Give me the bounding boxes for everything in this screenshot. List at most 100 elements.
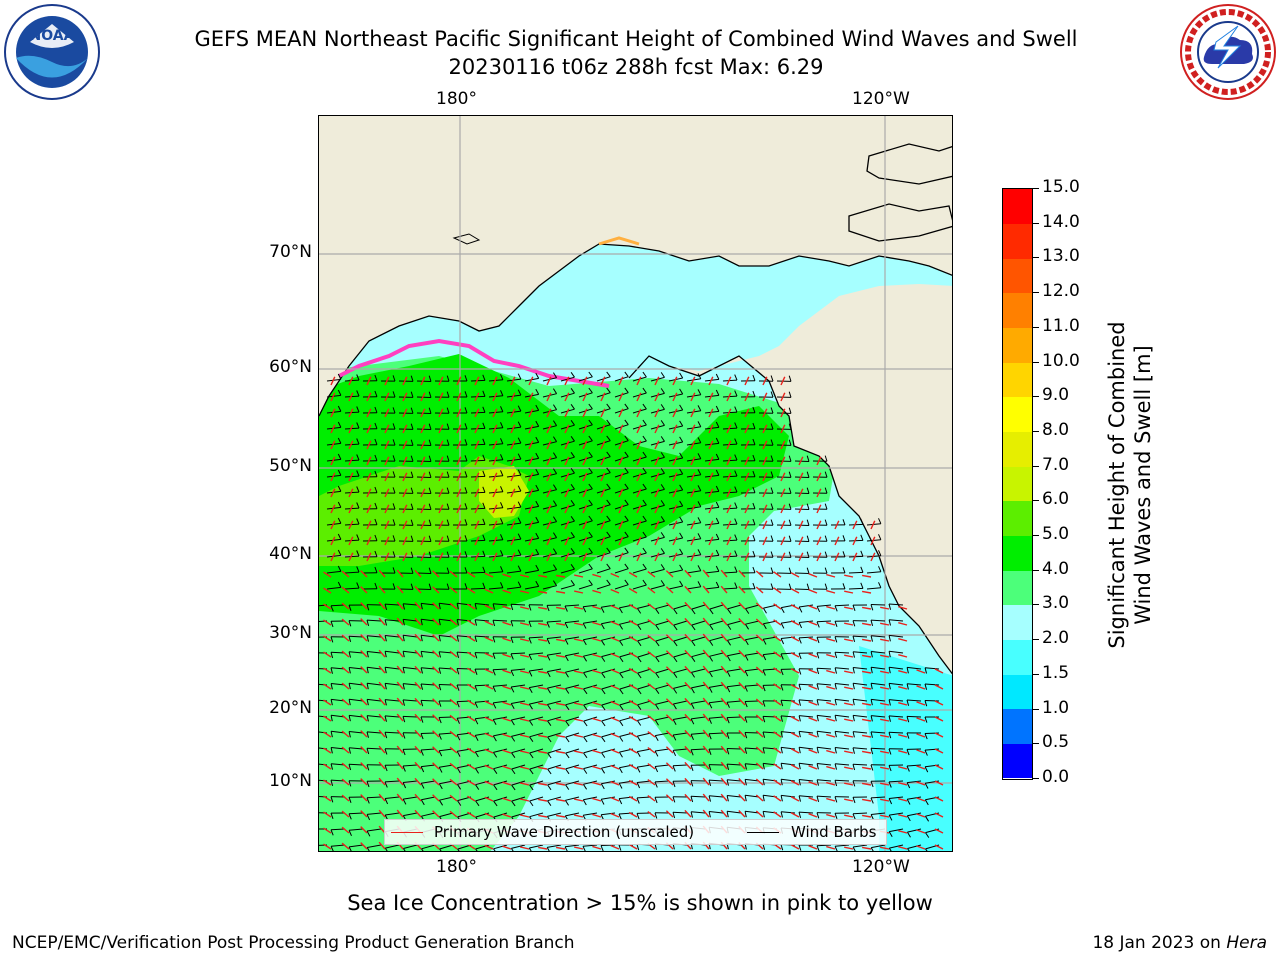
wind-barb xyxy=(349,844,364,848)
wind-barb xyxy=(421,650,436,654)
wave-direction-arrow xyxy=(528,536,534,546)
wind-barb-flag xyxy=(570,420,575,426)
wind-barb-flag xyxy=(672,750,677,757)
wave-direction-arrow xyxy=(510,552,516,562)
wave-direction-arrow xyxy=(665,762,674,770)
wave-direction-arrow xyxy=(647,699,656,706)
wind-barb-flag xyxy=(410,551,414,558)
wave-direction-arrow xyxy=(555,654,566,658)
wind-barb-flag xyxy=(762,607,767,614)
wind-barb-flag xyxy=(770,487,774,494)
colorbar-bin xyxy=(1003,258,1032,294)
wind-barb-flag xyxy=(806,455,810,462)
wind-barb-flag xyxy=(679,436,684,443)
wave-direction-arrow xyxy=(402,376,408,386)
wind-barb-flag xyxy=(510,848,514,851)
wind-barb-flag xyxy=(464,535,468,542)
wind-barb-flag xyxy=(697,453,702,459)
wind-barb-flag xyxy=(482,374,486,381)
wind-barb-flag xyxy=(679,484,684,491)
wind-barb-flag xyxy=(642,451,647,458)
wave-direction-arrow xyxy=(702,665,710,674)
wind-barb-flag xyxy=(529,752,534,759)
wave-direction-arrow xyxy=(628,795,638,802)
wind-barb-flag xyxy=(552,548,558,554)
wave-direction-arrow xyxy=(826,733,836,738)
wind-barb-flag xyxy=(788,503,792,510)
wind-barb-flag xyxy=(410,423,414,430)
wave-direction-arrow xyxy=(330,504,336,514)
wind-barb-flag xyxy=(510,604,514,611)
wind-barb-flag xyxy=(366,764,370,771)
wave-direction-arrow xyxy=(790,812,800,818)
wind-barb-flag xyxy=(642,467,647,474)
wind-barb xyxy=(344,523,360,526)
wind-barb-flag xyxy=(636,797,640,804)
wind-barb-flag xyxy=(500,470,504,476)
wave-direction-arrow xyxy=(618,424,624,434)
wave-direction-arrow xyxy=(456,520,462,530)
wave-direction-arrow xyxy=(341,698,350,706)
wave-direction-arrow xyxy=(844,622,854,626)
wave-direction-arrow xyxy=(432,618,440,626)
wind-barb xyxy=(542,585,557,590)
wind-barb-flag xyxy=(660,548,665,554)
wave-direction-arrow xyxy=(916,749,926,754)
wind-barb-flag xyxy=(780,669,784,676)
wave-direction-arrow xyxy=(610,604,620,610)
wave-direction-arrow xyxy=(844,798,854,802)
wave-direction-arrow xyxy=(898,766,908,770)
wind-barb-flag xyxy=(734,406,738,413)
wind-barb xyxy=(403,666,418,670)
wind-barb xyxy=(636,796,652,799)
wind-barb-flag xyxy=(552,468,558,474)
wind-barb-flag xyxy=(734,438,738,445)
wind-barb-flag xyxy=(852,635,856,643)
wave-direction-arrow xyxy=(366,504,372,514)
wind-barb-flag xyxy=(348,747,351,754)
wave-direction-arrow xyxy=(456,440,462,450)
wave-direction-arrow xyxy=(702,713,710,722)
wind-barb xyxy=(745,604,760,610)
wave-direction-arrow xyxy=(808,797,818,802)
wave-direction-arrow xyxy=(484,780,494,786)
wave-direction-arrow xyxy=(432,666,440,674)
wave-direction-arrow xyxy=(467,651,476,658)
wave-direction-arrow xyxy=(684,585,692,594)
wave-direction-arrow xyxy=(592,669,602,674)
wave-direction-arrow xyxy=(844,686,854,690)
wave-direction-arrow xyxy=(492,456,498,466)
wind-barb xyxy=(816,683,832,686)
wave-direction-arrow xyxy=(755,746,764,754)
wind-barb-flag xyxy=(780,607,785,614)
wind-barb-flag xyxy=(852,780,856,787)
wind-barb-flag xyxy=(744,716,748,723)
wave-direction-arrow xyxy=(628,667,638,674)
wave-direction-arrow xyxy=(467,763,476,770)
wind-barb-flag xyxy=(528,654,533,661)
wave-direction-arrow xyxy=(330,536,336,546)
wind-barb-flag xyxy=(517,581,522,588)
wind-barb xyxy=(726,700,742,703)
wind-barb-flag xyxy=(697,421,702,427)
wind-barb xyxy=(367,635,382,638)
wind-barb-flag xyxy=(570,580,575,586)
wave-direction-arrow xyxy=(456,376,462,386)
wind-barb-flag xyxy=(330,605,334,612)
wind-barb-flag xyxy=(618,844,622,851)
wind-barb-flag xyxy=(888,619,891,626)
wave-direction-arrow xyxy=(378,697,386,706)
wind-barb-flag xyxy=(762,747,765,754)
wave-direction-arrow xyxy=(702,809,710,818)
wind-barb-flag xyxy=(410,535,414,542)
wind-barb xyxy=(799,779,814,782)
wind-barb-flag xyxy=(583,688,588,695)
wind-barb-flag xyxy=(691,624,696,631)
wind-barb-flag xyxy=(600,607,605,613)
wind-barb-flag xyxy=(420,619,423,626)
wave-direction-arrow xyxy=(720,633,728,642)
wave-direction-arrow xyxy=(449,810,458,818)
wave-direction-arrow xyxy=(492,488,498,498)
wind-barb-flag xyxy=(583,720,588,727)
wave-direction-arrow xyxy=(720,761,728,770)
